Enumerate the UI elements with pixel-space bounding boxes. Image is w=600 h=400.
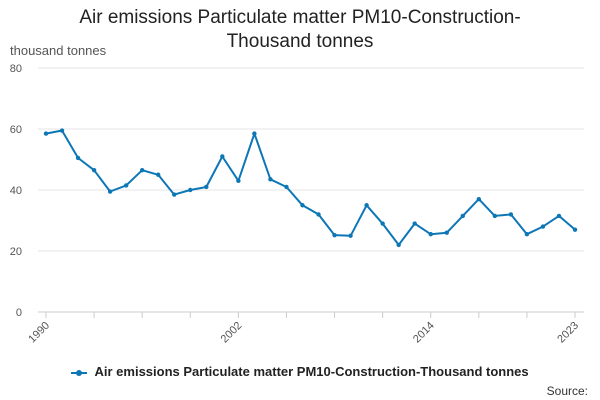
x-tick-label-2014: 2014 bbox=[411, 320, 437, 346]
y-tick-label-80: 80 bbox=[10, 63, 22, 75]
data-point-2017 bbox=[476, 196, 482, 202]
y-tick-label-40: 40 bbox=[10, 185, 22, 197]
data-point-2022 bbox=[556, 213, 562, 219]
data-point-2005 bbox=[284, 184, 289, 190]
data-point-2012 bbox=[396, 242, 401, 248]
chart-title-line-1: Air emissions Particulate matter PM10-Co… bbox=[79, 7, 521, 28]
x-tick-label-1990: 1990 bbox=[26, 320, 52, 346]
y-tick-label-20: 20 bbox=[10, 246, 22, 258]
data-point-1990 bbox=[43, 131, 49, 136]
data-point-2014 bbox=[428, 232, 433, 237]
data-point-1995 bbox=[123, 183, 129, 188]
y-axis-label: thousand tonnes bbox=[10, 43, 107, 58]
data-point-2023 bbox=[572, 227, 578, 232]
data-point-2006 bbox=[300, 203, 305, 208]
data-point-2004 bbox=[268, 177, 273, 182]
data-point-2010 bbox=[364, 203, 369, 208]
data-point-2021 bbox=[540, 224, 546, 229]
chart-title: Air emissions Particulate matter PM10-Co… bbox=[0, 6, 600, 54]
data-point-2009 bbox=[348, 233, 353, 238]
legend-label: Air emissions Particulate matter PM10-Co… bbox=[94, 364, 529, 379]
data-point-1998 bbox=[172, 192, 177, 197]
data-point-2011 bbox=[380, 221, 385, 226]
chart-title-line-2: Thousand tonnes bbox=[226, 31, 374, 52]
data-point-1996 bbox=[139, 167, 145, 173]
data-point-1992 bbox=[75, 155, 81, 161]
data-point-1994 bbox=[107, 189, 113, 194]
data-point-1993 bbox=[91, 167, 97, 173]
data-point-2013 bbox=[412, 221, 417, 226]
y-tick-label-0: 0 bbox=[16, 307, 22, 319]
data-point-2002 bbox=[236, 178, 241, 184]
data-point-2008 bbox=[332, 232, 337, 238]
y-tick-label-60: 60 bbox=[10, 124, 22, 136]
data-point-1997 bbox=[156, 172, 161, 177]
series-line-0 bbox=[45, 129, 576, 246]
x-tick-label-2002: 2002 bbox=[219, 320, 245, 346]
legend-marker bbox=[71, 369, 88, 376]
x-tick-label-2023: 2023 bbox=[555, 320, 581, 346]
data-point-2003 bbox=[252, 131, 257, 136]
data-point-1999 bbox=[188, 187, 193, 193]
data-point-2020 bbox=[524, 232, 530, 237]
source-label: Source: bbox=[546, 384, 588, 398]
data-point-2015 bbox=[444, 230, 449, 235]
data-point-2018 bbox=[492, 213, 498, 219]
data-point-1991 bbox=[59, 128, 65, 133]
legend[interactable]: Air emissions Particulate matter PM10-Co… bbox=[0, 364, 600, 379]
data-point-2019 bbox=[508, 212, 514, 217]
data-point-2001 bbox=[220, 154, 225, 159]
data-point-2000 bbox=[204, 184, 209, 190]
data-point-2007 bbox=[316, 212, 321, 217]
data-point-2016 bbox=[460, 213, 465, 219]
